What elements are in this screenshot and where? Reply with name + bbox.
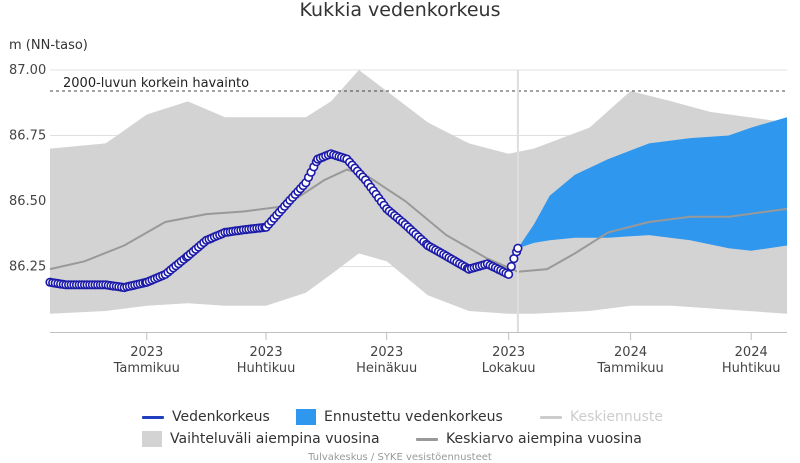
historical-mean-line	[49, 168, 788, 273]
legend-item-forecast[interactable]: Ennustettu vedenkorkeus	[296, 409, 503, 425]
x-tick-year: 2024	[735, 345, 768, 360]
legend-item-historical-range[interactable]: Vaihteluväli aiempina vuosina	[142, 431, 380, 447]
x-tick-year: 2023	[130, 345, 163, 360]
x-tick-year: 2023	[492, 345, 525, 360]
x-tick-month: Tammikuu	[113, 361, 180, 376]
historical-mean-path	[49, 168, 788, 273]
x-tick-year: 2024	[614, 345, 647, 360]
legend-label: Vedenkorkeus	[172, 409, 270, 425]
axes: 86.2586.5086.7587.002023Tammikuu2023Huht…	[9, 63, 787, 376]
y-tick-label: 86.75	[9, 129, 46, 144]
legend-item-observed[interactable]: Vedenkorkeus	[142, 409, 270, 425]
legend-label: Keskiarvo aiempina vuosina	[446, 431, 642, 447]
observed-point	[504, 269, 514, 280]
legend-swatch-median-forecast	[540, 415, 562, 419]
y-tick-label: 86.25	[9, 260, 46, 275]
reference-line: 2000-luvun korkein havainto	[50, 76, 787, 92]
legend-swatch-historical-range	[142, 431, 162, 447]
chart-title: Kukkia vedenkorkeus	[300, 0, 501, 21]
x-tick-year: 2023	[370, 345, 403, 360]
x-tick-month: Heinäkuu	[356, 361, 417, 376]
x-tick-month: Huhtikuu	[722, 361, 781, 376]
y-tick-label: 86.50	[9, 194, 46, 209]
legend-label: Vaihteluväli aiempina vuosina	[170, 431, 380, 447]
x-tick-month: Tammikuu	[596, 361, 663, 376]
x-tick-month: Huhtikuu	[237, 361, 296, 376]
credits-text[interactable]: Tulvakeskus / SYKE vesistöennusteet	[308, 452, 492, 463]
legend-swatch-observed	[142, 415, 164, 419]
chart-canvas: Kukkia vedenkorkeus m (NN-taso) 2000-luv…	[9, 0, 788, 376]
legend-item-median-forecast[interactable]: Keskiennuste	[540, 409, 663, 425]
y-tick-label: 87.00	[9, 63, 46, 78]
x-tick-month: Lokakuu	[482, 361, 536, 376]
legend-swatch-historical-mean	[416, 437, 438, 441]
legend-label: Ennustettu vedenkorkeus	[324, 409, 503, 425]
legend-swatch-forecast	[296, 409, 316, 425]
historical-range-band	[50, 70, 787, 314]
reference-line-label: 2000-luvun korkein havainto	[63, 76, 249, 91]
observed-series	[45, 149, 523, 293]
x-tick-year: 2023	[250, 345, 283, 360]
y-axis-label: m (NN-taso)	[9, 38, 88, 53]
observed-point	[513, 243, 523, 253]
legend-item-historical-mean[interactable]: Keskiarvo aiempina vuosina	[416, 431, 642, 447]
legend-label: Keskiennuste	[570, 409, 664, 425]
historical-range-area	[50, 70, 787, 314]
observed-point	[506, 261, 516, 272]
